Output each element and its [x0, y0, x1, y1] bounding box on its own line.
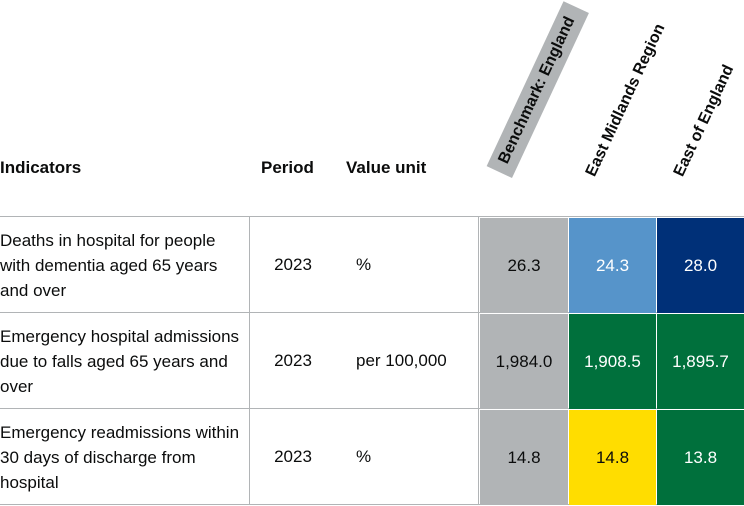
east-midlands-value: 24.3	[569, 218, 656, 313]
value-unit: per 100,000	[356, 351, 447, 370]
header-indicators[interactable]: Indicators	[0, 158, 82, 177]
benchmark-value: 14.8	[480, 410, 568, 505]
row-divider	[0, 216, 744, 217]
benchmark-value: 1,984.0	[480, 314, 568, 409]
row-divider	[0, 312, 744, 313]
east-of-england-value: 1,895.7	[657, 314, 744, 409]
column-divider	[249, 216, 250, 504]
table-row: Emergency hospital admissions due to fal…	[0, 313, 744, 409]
east-midlands-value: 14.8	[569, 410, 656, 505]
header-area-benchmark[interactable]: Benchmark: England	[486, 1, 589, 178]
column-divider	[478, 216, 479, 504]
table-row: Emergency readmissions within 30 days of…	[0, 409, 744, 505]
east-of-england-value: 28.0	[657, 218, 744, 313]
indicator-name[interactable]: Deaths in hospital for people with demen…	[0, 230, 218, 300]
east-of-england-value: 13.8	[657, 410, 744, 505]
row-divider	[0, 504, 744, 505]
indicator-name[interactable]: Emergency readmissions within 30 days of…	[0, 422, 240, 492]
header-area-east-of-england[interactable]: East of England	[670, 62, 738, 180]
benchmark-value: 26.3	[480, 218, 568, 313]
row-divider	[0, 408, 744, 409]
value-unit: %	[356, 447, 372, 466]
indicator-name[interactable]: Emergency hospital admissions due to fal…	[0, 326, 240, 396]
header-area-east-midlands[interactable]: East Midlands Region	[582, 21, 669, 180]
header-value-unit[interactable]: Value unit	[346, 158, 427, 177]
period-value: 2023	[274, 351, 312, 370]
east-midlands-value: 1,908.5	[569, 314, 656, 409]
header-period[interactable]: Period	[261, 158, 314, 177]
value-unit: %	[356, 255, 372, 274]
period-value: 2023	[274, 447, 312, 466]
period-value: 2023	[274, 255, 312, 274]
table-row: Deaths in hospital for people with demen…	[0, 217, 744, 313]
